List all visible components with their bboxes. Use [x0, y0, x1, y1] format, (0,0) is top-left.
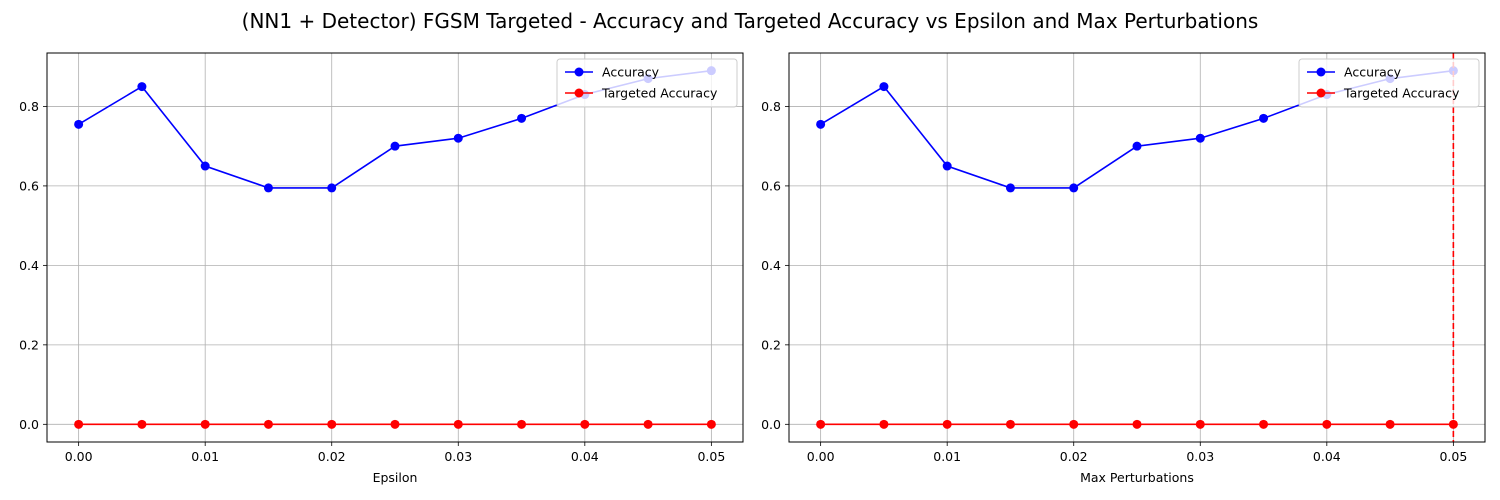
legend-label: Accuracy: [1344, 65, 1402, 80]
axes-frame: [788, 52, 1486, 443]
x-tick-label: 0.04: [1313, 449, 1341, 464]
x-tick-label: 0.01: [933, 449, 961, 464]
x-tick-label: 0.05: [1439, 449, 1467, 464]
data-point: [643, 419, 653, 429]
x-tick-label: 0.03: [444, 449, 472, 464]
y-tick-label: 0.4: [761, 258, 781, 273]
data-point: [1069, 419, 1079, 429]
data-point: [816, 119, 826, 129]
data-point: [390, 141, 400, 151]
data-point: [517, 419, 527, 429]
x-tick-label: 0.01: [191, 449, 219, 464]
data-point: [1132, 419, 1142, 429]
legend-swatch-marker: [574, 88, 584, 98]
legend-swatch-marker: [574, 67, 584, 77]
x-tick-label: 0.00: [65, 449, 93, 464]
axes-frame: [46, 52, 744, 443]
legend-label: Accuracy: [602, 65, 660, 80]
x-tick-label: 0.04: [571, 449, 599, 464]
data-point: [74, 119, 84, 129]
data-point: [390, 419, 400, 429]
y-tick-label: 0.8: [19, 99, 39, 114]
data-point: [453, 419, 463, 429]
data-point: [1259, 419, 1269, 429]
data-point: [816, 419, 826, 429]
data-point: [1322, 419, 1332, 429]
data-point: [1195, 133, 1205, 143]
data-point: [263, 419, 273, 429]
y-tick-label: 0.0: [19, 417, 39, 432]
panel-epsilon: 0.00 0.01 0.02 0.03 0.04 0.05 0.0 0.2 0.4 0.6 0.8 E…: [19, 52, 744, 485]
legend-swatch-marker: [1316, 67, 1326, 77]
y-tick-label: 0.8: [761, 99, 781, 114]
y-tick-label: 0.2: [761, 337, 781, 352]
data-point: [74, 419, 84, 429]
data-point: [1385, 419, 1395, 429]
data-point: [942, 161, 952, 171]
legend-label: Targeted Accuracy: [601, 86, 718, 101]
data-point: [517, 113, 527, 123]
x-tick-label: 0.03: [1186, 449, 1214, 464]
data-point: [200, 161, 210, 171]
data-point: [580, 419, 590, 429]
data-point: [879, 82, 889, 92]
x-tick-label: 0.05: [697, 449, 725, 464]
x-tick-label: 0.02: [318, 449, 346, 464]
data-point: [1069, 183, 1079, 193]
data-point: [137, 82, 147, 92]
y-tick-label: 0.6: [19, 178, 39, 193]
legend-box: [1298, 58, 1480, 108]
data-point: [1005, 419, 1015, 429]
figure-title: (NN1 + Detector) FGSM Targeted - Accurac…: [242, 9, 1259, 33]
data-point: [879, 419, 889, 429]
legend-label: Targeted Accuracy: [1343, 86, 1460, 101]
x-axis-label: Max Perturbations: [1080, 470, 1194, 485]
data-point: [1005, 183, 1015, 193]
data-point: [200, 419, 210, 429]
y-tick-label: 0.0: [761, 417, 781, 432]
data-point: [942, 419, 952, 429]
legend-box: [556, 58, 738, 108]
data-point: [327, 183, 337, 193]
y-tick-label: 0.4: [19, 258, 39, 273]
data-point: [263, 183, 273, 193]
data-point: [1132, 141, 1142, 151]
data-point: [1259, 113, 1269, 123]
legend-swatch-marker: [1316, 88, 1326, 98]
x-tick-label: 0.00: [807, 449, 835, 464]
data-point: [1195, 419, 1205, 429]
panel-max-perturbations: 0.00 0.01 0.02 0.03 0.04 0.05 0.0 0.2 0.4 0.6 0.8 M…: [761, 52, 1486, 485]
x-axis-label: Epsilon: [373, 470, 418, 485]
data-point: [453, 133, 463, 143]
y-tick-label: 0.6: [761, 178, 781, 193]
data-point: [137, 419, 147, 429]
y-tick-label: 0.2: [19, 337, 39, 352]
x-tick-label: 0.02: [1060, 449, 1088, 464]
data-point: [327, 419, 337, 429]
data-point: [706, 419, 716, 429]
